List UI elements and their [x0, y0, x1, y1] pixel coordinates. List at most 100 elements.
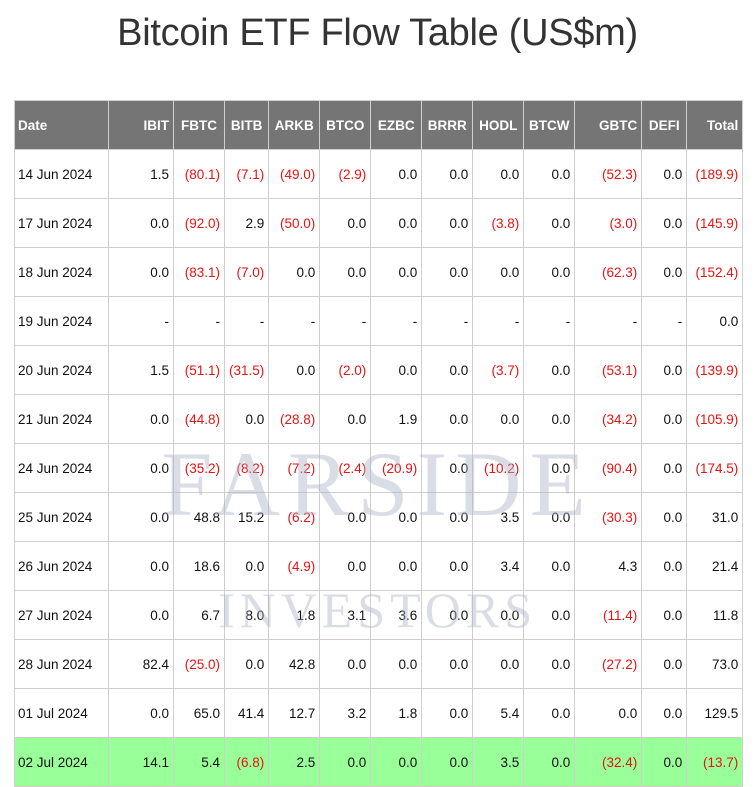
flow-cell: 0.0: [370, 198, 423, 248]
flow-cell: 65.0: [173, 688, 225, 738]
flow-cell: (35.2): [173, 443, 225, 493]
flow-cell: 0.0: [421, 737, 474, 787]
column-header[interactable]: BRRR: [421, 100, 474, 150]
table-row: 25 Jun 2024 0.0 48.8 15.2 (6.2) 0.0 0.0 0.0 3.5 0…: [14, 492, 744, 542]
flow-cell: 12.7: [268, 688, 321, 738]
column-header[interactable]: Total: [686, 100, 744, 150]
flow-cell: 0.0: [370, 149, 423, 199]
flow-cell: 42.8: [268, 639, 321, 689]
flow-cell: (92.0): [173, 198, 225, 248]
table-row: 21 Jun 2024 0.0 (44.8) 0.0 (28.8) 0.0 1.9 0.0 0.…: [14, 394, 744, 444]
column-header[interactable]: BTCO: [319, 100, 372, 150]
table-header-row: Date IBIT FBTC BITB ARKB BTCO EZBC BRRR …: [14, 100, 744, 150]
flow-cell: 0.0: [574, 688, 643, 738]
flow-cell: 0.0: [523, 345, 576, 395]
column-header[interactable]: DEFI: [641, 100, 688, 150]
flow-cell: -: [223, 296, 270, 346]
flow-cell: -: [370, 296, 423, 346]
flow-cell: (8.2): [223, 443, 270, 493]
date-cell: 17 Jun 2024: [14, 198, 109, 248]
flow-cell: 1.9: [370, 394, 423, 444]
flow-cell: 0.0: [641, 345, 688, 395]
flow-cell: 0.0: [319, 247, 372, 297]
flow-cell: 0.0: [523, 443, 576, 493]
flow-cell: (105.9): [686, 394, 744, 444]
date-cell: 25 Jun 2024: [14, 492, 109, 542]
flow-cell: 0.0: [472, 394, 525, 444]
column-header[interactable]: ARKB: [268, 100, 321, 150]
flow-cell: (13.7): [686, 737, 744, 787]
page-title: Bitcoin ETF Flow Table (US$m): [117, 12, 638, 54]
table-row: 01 Jul 2024 0.0 65.0 41.4 12.7 3.2 1.8 0.0 5.4 0.…: [14, 688, 744, 738]
column-header[interactable]: Date: [14, 100, 109, 150]
flow-cell: 15.2: [223, 492, 270, 542]
flow-cell: 0.0: [319, 541, 372, 591]
column-header[interactable]: HODL: [472, 100, 525, 150]
flow-cell: (62.3): [574, 247, 643, 297]
flow-cell: (10.2): [472, 443, 525, 493]
flow-cell: 0.0: [370, 247, 423, 297]
flow-cell: 0.0: [641, 247, 688, 297]
flow-cell: 0.0: [523, 639, 576, 689]
flow-cell: 5.4: [173, 737, 225, 787]
flow-cell: -: [108, 296, 174, 346]
flow-cell: 18.6: [173, 541, 225, 591]
flow-cell: (2.4): [319, 443, 372, 493]
flow-cell: (25.0): [173, 639, 225, 689]
flow-cell: -: [641, 296, 688, 346]
flow-cell: 0.0: [319, 394, 372, 444]
flow-cell: 0.0: [370, 639, 423, 689]
flow-cell: 0.0: [472, 247, 525, 297]
flow-cell: 3.4: [472, 541, 525, 591]
flow-cell: (83.1): [173, 247, 225, 297]
flow-cell: 0.0: [370, 737, 423, 787]
flow-cell: 0.0: [421, 590, 474, 640]
flow-cell: (152.4): [686, 247, 744, 297]
flow-cell: 0.0: [421, 639, 474, 689]
flow-cell: 0.0: [370, 541, 423, 591]
flow-cell: 0.0: [319, 737, 372, 787]
flow-cell: 4.3: [574, 541, 643, 591]
flow-cell: 0.0: [223, 541, 270, 591]
flow-cell: (189.9): [686, 149, 744, 199]
column-header[interactable]: GBTC: [574, 100, 643, 150]
date-cell: 24 Jun 2024: [14, 443, 109, 493]
flow-cell: 1.5: [108, 345, 174, 395]
flow-cell: 14.1: [108, 737, 174, 787]
flow-cell: 3.5: [472, 492, 525, 542]
flow-cell: (34.2): [574, 394, 643, 444]
column-header[interactable]: IBIT: [108, 100, 174, 150]
flow-cell: 0.0: [523, 394, 576, 444]
date-cell: 26 Jun 2024: [14, 541, 109, 591]
flow-cell: -: [421, 296, 474, 346]
flow-cell: 0.0: [319, 492, 372, 542]
column-header[interactable]: BTCW: [523, 100, 576, 150]
column-header[interactable]: BITB: [223, 100, 270, 150]
table-row: 24 Jun 2024 0.0 (35.2) (8.2) (7.2) (2.4) (20.9…: [14, 443, 744, 493]
flow-cell: 0.0: [421, 247, 474, 297]
flow-cell: (2.0): [319, 345, 372, 395]
column-header[interactable]: FBTC: [173, 100, 225, 150]
date-cell: 27 Jun 2024: [14, 590, 109, 640]
flow-cell: 8.0: [223, 590, 270, 640]
flow-cell: 0.0: [421, 541, 474, 591]
table-row: 20 Jun 2024 1.5 (51.1) (31.5) 0.0 (2.0) 0.0 0.0…: [14, 345, 744, 395]
flow-cell: 3.1: [319, 590, 372, 640]
flow-cell: 3.2: [319, 688, 372, 738]
flow-cell: 48.8: [173, 492, 225, 542]
flow-cell: 0.0: [523, 541, 576, 591]
flow-cell: (3.7): [472, 345, 525, 395]
flow-cell: (11.4): [574, 590, 643, 640]
column-header[interactable]: EZBC: [370, 100, 423, 150]
flow-cell: (20.9): [370, 443, 423, 493]
flow-cell: (145.9): [686, 198, 744, 248]
flow-cell: 0.0: [108, 198, 174, 248]
flow-cell: 1.8: [268, 590, 321, 640]
date-cell: 02 Jul 2024: [14, 737, 109, 787]
flow-cell: (31.5): [223, 345, 270, 395]
flow-cell: 0.0: [641, 590, 688, 640]
flow-cell: -: [319, 296, 372, 346]
flow-cell: 0.0: [523, 688, 576, 738]
flow-cell: 0.0: [641, 198, 688, 248]
flow-cell: 129.5: [686, 688, 744, 738]
